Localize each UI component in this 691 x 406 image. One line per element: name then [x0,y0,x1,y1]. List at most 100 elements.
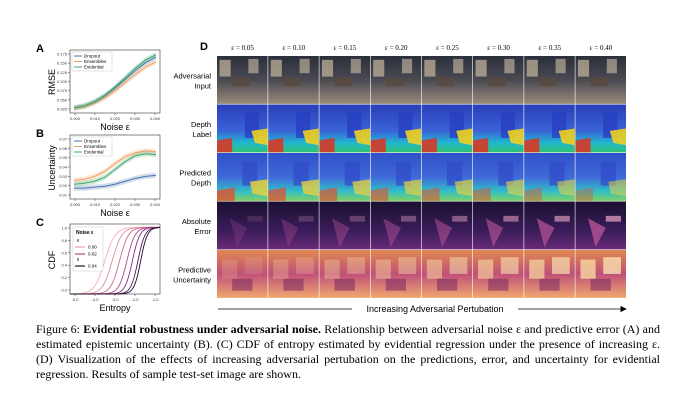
epsilon-header: ε = 0.40 [590,44,613,52]
x-tick-label: 0.000 [70,116,81,121]
x-tick-label: 0.020 [110,202,121,207]
x-tick-label: -1.0 [152,297,160,302]
x-tick-label: 0.010 [90,202,101,207]
depth-label-tile [524,104,575,153]
absolute-error-tile [473,201,524,250]
series-band-ensembles [74,59,156,111]
uncertainty-tile [473,250,524,298]
y-axis-label: CDF [47,250,57,269]
y-tick-label: 0.4 [61,263,67,268]
row-label-line2: Depth [191,178,211,187]
depth-label-tile [473,104,524,153]
absolute-error-tile [575,201,626,250]
depth-label-tile [268,104,319,153]
y-tick-label: 0.025 [57,107,68,112]
y-tick-label: 0.02 [59,183,68,188]
y-tick-label: 0.6 [61,250,67,255]
legend-noise-2: 0.04 [88,264,97,269]
epsilon-headers: ε = 0.05 ε = 0.10 ε = 0.15 ε = 0.20 ε = 0.25… [231,44,613,52]
predicted-depth-tile [268,153,319,201]
uncertainty-tile [370,250,422,298]
legend-noise-1: 0.02 [88,252,97,257]
absolute-error-tile [421,201,473,250]
x-axis-label: Noise ε [100,208,130,218]
y-tick-label: 0.05 [59,155,68,160]
row-label-line2: Input [194,81,212,90]
row-label-line2: Error [194,227,211,236]
x-tick-label: 0.020 [110,116,121,121]
y-tick-label: 0.150 [57,61,68,66]
x-tick-label: 0.010 [90,116,101,121]
epsilon-header: ε = 0.10 [282,44,305,52]
panel-letter: B [36,128,44,140]
uncertainty-tile [524,250,575,298]
series-band-ensembles [74,148,156,183]
y-tick-label: 0.03 [59,174,68,179]
panel-a: A 0.175 0.150 0.125 0.100 0.075 0.050 0.025 0.… [36,43,161,132]
predicted-depth-tile [319,153,370,201]
x-ticks: 0.000 0.010 0.020 0.030 0.040 [70,199,161,207]
row-label-line2: Uncertainty [173,275,211,284]
x-ticks: 0.000 0.010 0.020 0.030 0.040 [70,113,161,121]
series-band-evidential [74,52,156,111]
adversarial-input-tile [575,56,626,104]
y-tick-label: 0.175 [57,52,68,57]
legend: Dropout Ensembles Evidential [71,51,113,72]
predicted-depth-tile [473,153,524,201]
caption-text: Relationship between adversarial noise ε… [36,322,661,381]
caption-title: Evidential robustness under adversarial … [83,322,321,336]
depth-label-tile [319,104,370,153]
panel-c: C 1.0 0.8 0.6 0.4 0.2 0.0 -5.0 -4.0 -3.0 -2.0 -1.… [36,217,161,313]
absolute-error-tile [319,201,370,250]
x-ticks: -5.0 -4.0 -3.0 -2.0 -1.0 [72,294,160,302]
epsilon-header: ε = 0.25 [436,44,459,52]
epsilon-header: ε = 0.05 [231,44,254,52]
panel-letter: C [36,217,44,229]
epsilon-header: ε = 0.20 [385,44,408,52]
absolute-error-tile [524,201,575,250]
arrow-label: Increasing Adversarial Pertubation [366,304,503,314]
legend-ensembles: Ensembles [84,59,107,64]
uncertainty-tile [217,250,268,298]
depth-label-tile [217,104,268,153]
legend-noise-0: 0.00 [88,245,97,250]
predicted-depth-tile [370,153,422,201]
epsilon-header: ε = 0.30 [487,44,510,52]
image-grid [217,56,626,298]
legend: Noise ε 0.00 0.02 0.04 [72,226,104,272]
y-ticks: 0.175 0.150 0.125 0.100 0.075 0.050 0.025 [57,52,70,112]
depth-label-tile [575,104,626,153]
figure-caption: Figure 6: Evidential robustness under ad… [36,322,660,382]
series-line-evidential [73,54,157,109]
legend-evidential: Evidential [84,65,104,70]
y-tick-label: 0.100 [57,79,68,84]
cdf-curve [70,227,161,295]
plot-area [73,52,157,111]
x-tick-label: -3.0 [112,297,120,302]
x-tick-label: -4.0 [92,297,100,302]
predicted-depth-tile [217,153,268,201]
plot-area [69,226,161,295]
panel-d: D ε = 0.05 ε = 0.10 ε = 0.15 ε = 0.20 ε = 0.… [173,41,627,314]
row-label-line1: Absolute [182,217,211,226]
row-label-line1: Adversarial [173,71,211,80]
y-tick-label: 0.125 [57,70,68,75]
row-label-line1: Depth [191,120,211,129]
legend-evidential: Evidential [84,150,104,155]
predicted-depth-tile [575,153,626,201]
y-tick-label: 0.8 [61,238,67,243]
legend-title: Noise ε [76,230,94,236]
x-tick-label: -5.0 [72,297,80,302]
figure: A 0.175 0.150 0.125 0.100 0.075 0.050 0.025 0.… [36,41,627,314]
legend-dropout: Dropout [84,139,101,144]
depth-label-tile [370,104,422,153]
y-tick-label: 0.075 [57,88,68,93]
y-tick-label: 0.01 [59,193,68,198]
epsilon-header: ε = 0.15 [334,44,357,52]
x-tick-label: -2.0 [132,297,140,302]
x-axis-label: Entropy [99,303,131,313]
absolute-error-tile [217,201,268,250]
y-ticks: 0.07 0.06 0.05 0.04 0.03 0.02 0.01 [59,137,70,198]
y-tick-label: 0.2 [61,275,67,280]
uncertainty-tile [575,250,626,298]
